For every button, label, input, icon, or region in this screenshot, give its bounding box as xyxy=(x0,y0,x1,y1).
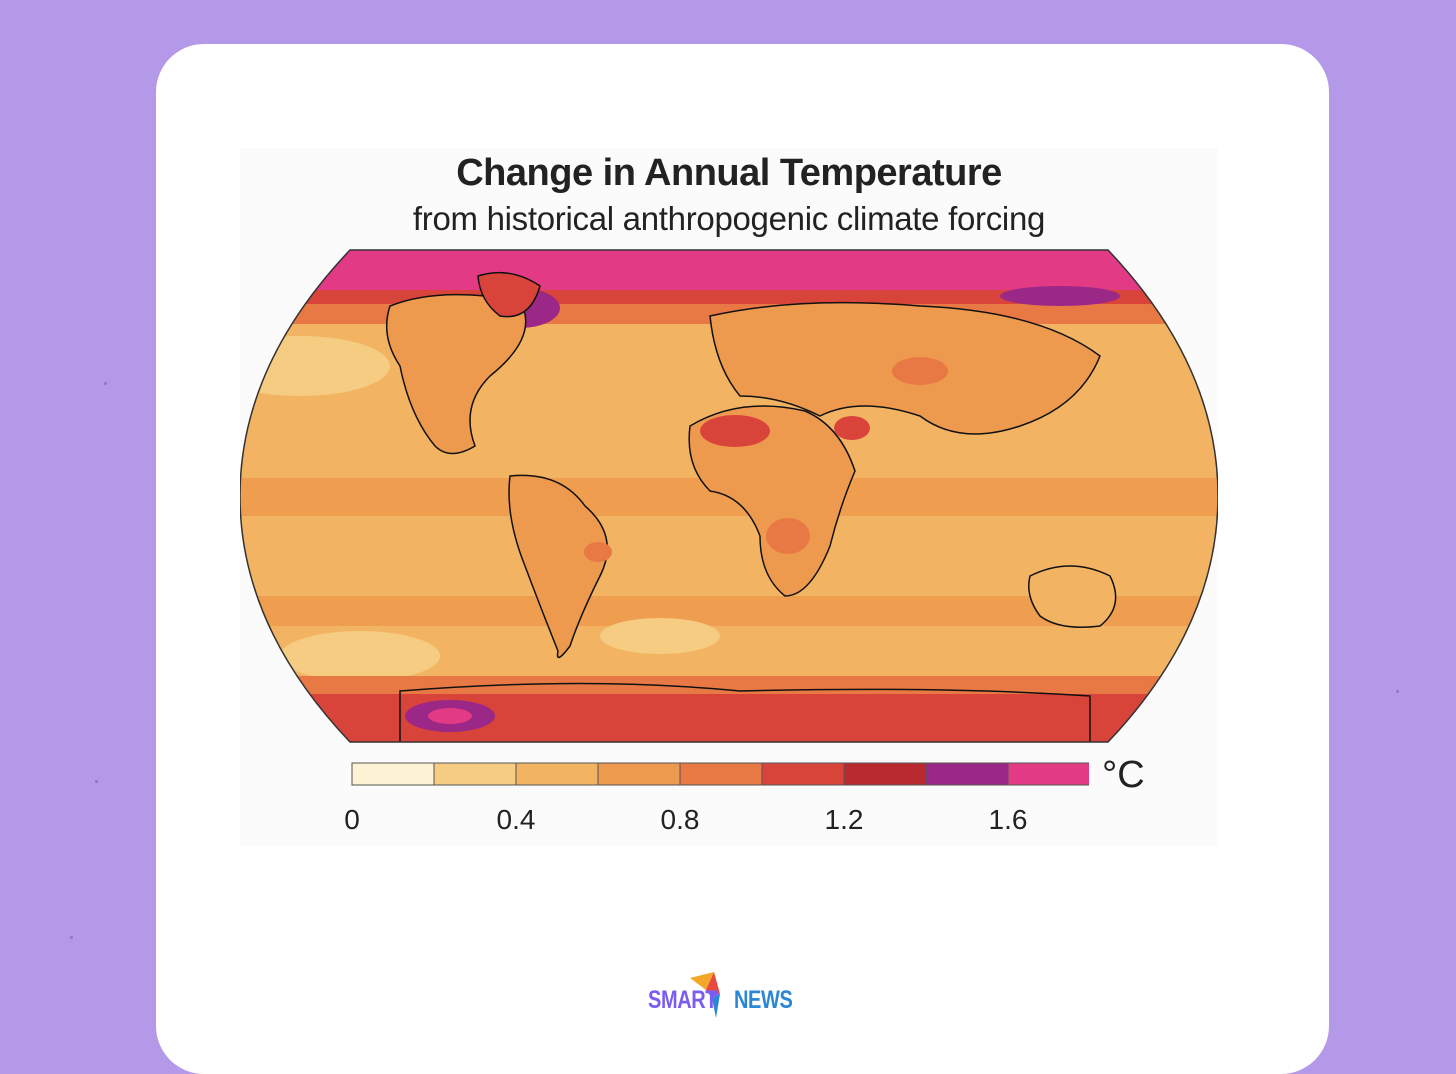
colorbar-tick-label: 0.8 xyxy=(660,804,700,835)
colorbar-tick-label: 0 xyxy=(344,804,360,835)
temperature-map-figure: Change in Annual Temperature from histor… xyxy=(240,148,1218,846)
central-asia-zone xyxy=(892,357,948,385)
smartnews-logo: SMART NEWS xyxy=(646,968,796,1024)
background-speck xyxy=(104,382,107,385)
antarctic-warming-zone xyxy=(240,694,1218,742)
arctic-max-warming-zone xyxy=(240,250,1218,290)
south-america-hotspot xyxy=(584,542,612,562)
colorbar-bin xyxy=(679,762,763,786)
pacific-south-light-zone xyxy=(280,631,440,681)
siberia-hotspot xyxy=(1000,286,1120,306)
background-speck xyxy=(95,780,98,783)
colorbar-bin xyxy=(433,762,517,786)
south-america xyxy=(508,474,608,659)
colorbar-bin xyxy=(1007,762,1089,786)
colorbar-bin xyxy=(761,762,845,786)
sahara-hotspot xyxy=(700,415,770,447)
colorbar-bin xyxy=(597,762,681,786)
atlantic-south-light-zone xyxy=(600,618,720,654)
colorbar-tick-label: 1.2 xyxy=(824,804,864,835)
colorbar-tick-label: 0.4 xyxy=(496,804,536,835)
greenland xyxy=(477,271,541,318)
logo-text-news: NEWS xyxy=(734,986,793,1014)
southern-africa-zone xyxy=(766,518,810,554)
background-speck xyxy=(70,936,73,939)
colorbar-bin xyxy=(843,762,927,786)
arabia-hotspot xyxy=(834,416,870,440)
australia xyxy=(1028,565,1117,628)
figure-subtitle: from historical anthropogenic climate fo… xyxy=(412,200,1046,237)
antarctica xyxy=(399,682,1091,742)
colorbar-bin xyxy=(925,762,1009,786)
map-outline xyxy=(240,249,1218,743)
unit-label: °C xyxy=(1102,754,1145,796)
colorbar-bin xyxy=(351,762,435,786)
bird-icon xyxy=(690,972,720,1018)
logo-text-smart: SMART xyxy=(648,986,718,1014)
africa xyxy=(688,405,856,597)
antarctic-max-hotspot xyxy=(428,708,472,724)
colorbar xyxy=(351,762,1089,786)
colorbar-tick-label: 1.6 xyxy=(988,804,1028,835)
world-temperature-map xyxy=(240,249,1218,743)
background-speck xyxy=(1396,690,1399,693)
figure-title: Change in Annual Temperature xyxy=(456,152,1002,194)
colorbar-bin xyxy=(515,762,599,786)
